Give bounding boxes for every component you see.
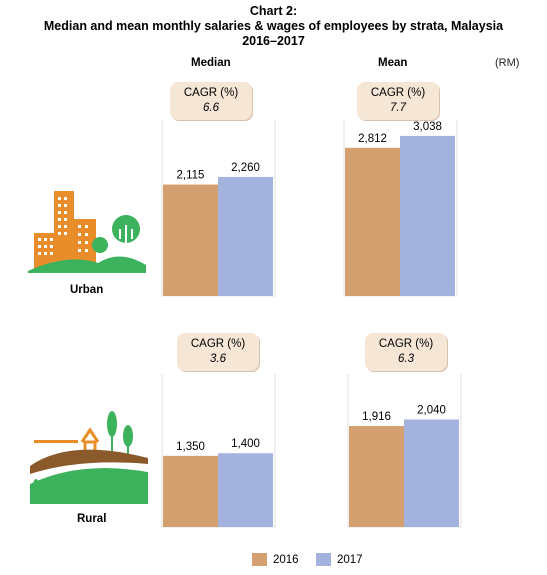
- bar-rural-mean-2017: [404, 419, 459, 527]
- urban-city-icon: [28, 191, 146, 273]
- cagr-label: CAGR (%): [183, 87, 239, 99]
- cagr-value: 6.3: [398, 353, 414, 365]
- cagr-box-rural-mean: CAGR (%) 6.3: [365, 333, 447, 371]
- bar-rural-median-2017: [218, 453, 273, 527]
- data-label-urban-mean-2017: 3,038: [413, 121, 442, 133]
- chart-subtitle-years: 2016–2017: [242, 34, 305, 48]
- cagr-value: 6.6: [203, 102, 219, 114]
- bar-urban-median-2017: [218, 176, 273, 296]
- data-label-rural-median-2016: 1,350: [176, 441, 205, 453]
- legend-item-2017: 2017: [316, 553, 363, 566]
- bar-urban-median-2016: [163, 184, 218, 296]
- stratum-label-rural: Rural: [77, 513, 107, 525]
- cagr-value: 7.7: [390, 102, 406, 114]
- data-label-rural-mean-2017: 2,040: [417, 404, 446, 416]
- legend-swatch-2016: [252, 553, 267, 566]
- chart-title: Median and mean monthly salaries & wages…: [43, 19, 504, 33]
- chart-title-label: Chart 2:: [249, 4, 298, 18]
- bar-rural-mean-2016: [349, 426, 404, 527]
- legend-label-2016: 2016: [273, 553, 299, 566]
- column-header-median: Median: [191, 57, 231, 69]
- legend-label-2017: 2017: [337, 553, 363, 566]
- bar-urban-mean-2016: [345, 147, 400, 296]
- data-label-urban-median-2016: 2,115: [177, 170, 205, 182]
- cagr-label: CAGR (%): [370, 87, 426, 99]
- data-label-urban-mean-2016: 2,812: [358, 133, 387, 145]
- legend-item-2016: 2016: [252, 553, 299, 566]
- column-header-mean: Mean: [378, 57, 408, 69]
- cagr-box-urban-median: CAGR (%) 6.6: [170, 82, 252, 120]
- cagr-label: CAGR (%): [378, 338, 434, 350]
- cagr-label: CAGR (%): [190, 338, 246, 350]
- data-label-urban-median-2017: 2,260: [231, 162, 260, 174]
- stratum-label-urban: Urban: [70, 284, 104, 296]
- unit-label: (RM): [495, 57, 520, 69]
- cagr-box-rural-median: CAGR (%) 3.6: [177, 333, 259, 371]
- legend-swatch-2017: [316, 553, 331, 566]
- cagr-value: 3.6: [210, 353, 226, 365]
- rural-house-icon: [30, 411, 148, 504]
- data-label-rural-median-2017: 1,400: [231, 438, 260, 450]
- bar-urban-mean-2017: [400, 135, 455, 296]
- data-label-rural-mean-2016: 1,916: [362, 411, 391, 423]
- bar-rural-median-2016: [163, 455, 218, 527]
- cagr-box-urban-mean: CAGR (%) 7.7: [357, 82, 439, 120]
